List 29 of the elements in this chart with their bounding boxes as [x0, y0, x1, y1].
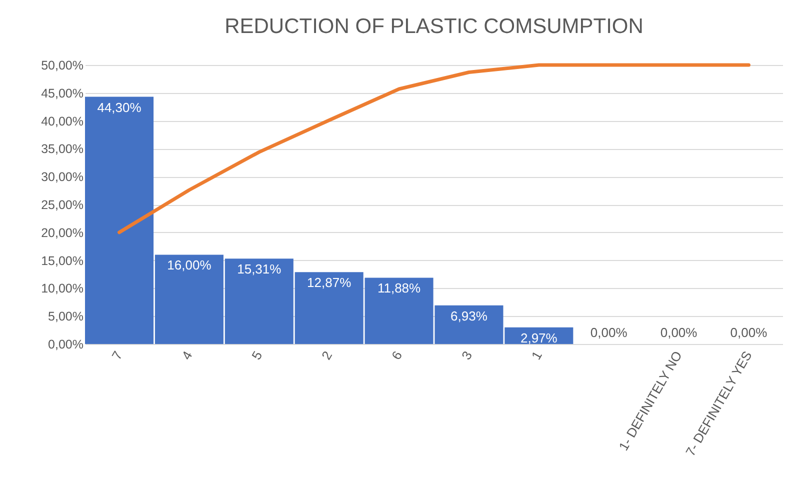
data-label: 0,00%: [590, 325, 628, 340]
y-tick-label: 20,00%: [41, 226, 84, 240]
y-tick-label: 15,00%: [41, 254, 84, 268]
data-label: 2,97%: [520, 330, 558, 346]
y-tick-label: 30,00%: [41, 170, 84, 184]
data-label: 6,93%: [450, 308, 488, 324]
y-tick-label: 10,00%: [41, 282, 84, 296]
y-tick-label: 50,00%: [41, 58, 84, 72]
data-label: 16,00%: [167, 258, 212, 273]
x-tick-label: 6: [388, 348, 406, 362]
chart-title: REDUCTION OF PLASTIC COMSUMPTION: [224, 15, 644, 38]
data-label: 12,87%: [307, 275, 352, 290]
x-tick-label: 7: [108, 348, 126, 362]
y-tick-label: 40,00%: [41, 114, 84, 128]
x-tick-label: 5: [248, 348, 266, 362]
data-label: 0,00%: [730, 325, 768, 340]
y-tick-label: 0,00%: [48, 338, 84, 352]
data-label: 0,00%: [660, 325, 698, 340]
data-label: 44,30%: [97, 100, 142, 115]
x-tick-label: 4: [178, 348, 196, 362]
x-tick-label: 2: [318, 348, 336, 362]
data-label: 11,88%: [377, 280, 422, 296]
x-tick-label: 3: [458, 348, 476, 362]
data-label: 15,31%: [237, 262, 282, 277]
x-tick-label: 1: [528, 348, 545, 362]
y-tick-label: 35,00%: [41, 142, 84, 156]
y-tick-label: 25,00%: [41, 198, 84, 212]
y-tick-label: 5,00%: [48, 310, 84, 324]
y-tick-label: 45,00%: [41, 86, 84, 100]
